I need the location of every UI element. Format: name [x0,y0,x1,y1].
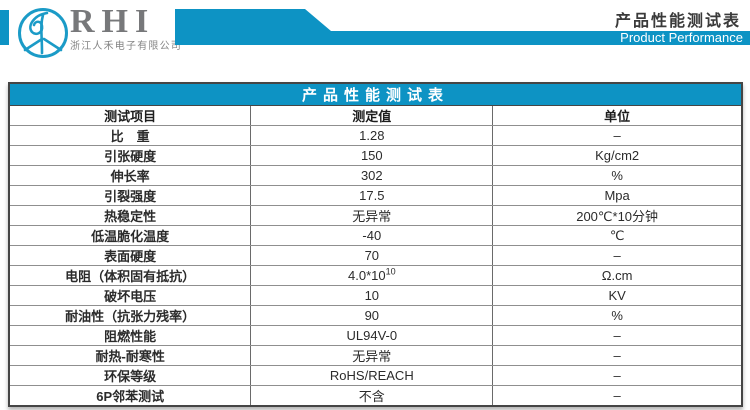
cell-measured-value: 无异常 [250,205,493,226]
page-header: RHI 浙江人禾电子有限公司 产品性能测试表 Product Performan… [0,0,750,62]
table-row: 耐油性（抗张力残率） 90% [9,305,742,326]
spec-table-container: 产品性能测试表 测试项目 测定值 单位 比 重 1.28– 引张硬度 150 Kg/cm… [8,82,743,407]
cell-unit: % [492,165,742,186]
table-row: 破坏电压 10 KV [9,285,742,306]
table-header-row: 测试项目 测定值 单位 [9,105,742,126]
brand-block: RHI 浙江人禾电子有限公司 [70,4,182,53]
table-row: 耐热-耐寒性 无异常 – [9,345,742,366]
cell-measured-value: 4.0*1010 [250,265,493,286]
table-row: 热稳定性 无异常 200℃*10分钟 [9,205,742,226]
cell-unit: – [492,325,742,346]
cell-unit: % [492,305,742,326]
cell-measured-value: 302 [250,165,493,186]
cell-measured-value: 不含 [250,385,493,406]
value-superscript: 10 [385,266,396,277]
table-row: 阻燃性能 UL94V-0– [9,325,742,346]
cell-unit: 200℃*10分钟 [492,205,742,226]
table-row: 环保等级 RoHS/REACH – [9,365,742,386]
cell-unit: ℃ [492,225,742,246]
cell-test-item: 破坏电压 [9,285,251,306]
table-body: 比 重 1.28– 引张硬度 150 Kg/cm2 伸长率 302% 引裂强度 17.5 Mpa 热… [9,125,742,406]
cell-test-item: 热稳定性 [9,205,251,226]
cell-measured-value: 70 [250,245,493,266]
cell-measured-value: 无异常 [250,345,493,366]
table-row: 表面硬度 70– [9,245,742,266]
cell-measured-value: 10 [250,285,493,306]
column-header-item: 测试项目 [9,105,251,126]
page-title-en: Product Performance [620,30,743,45]
cell-unit: – [492,125,742,146]
header-ribbon-shape [175,9,750,45]
cell-test-item: 比 重 [9,125,251,146]
table-row: 引裂强度 17.5 Mpa [9,185,742,206]
column-header-value: 测定值 [250,105,493,126]
cell-measured-value: -40 [250,225,493,246]
cell-unit: Kg/cm2 [492,145,742,166]
cell-unit: Ω.cm [492,265,742,286]
cell-measured-value: UL94V-0 [250,325,493,346]
cell-test-item: 耐油性（抗张力残率） [9,305,251,326]
cell-test-item: 低温脆化温度 [9,225,251,246]
cell-test-item: 表面硬度 [9,245,251,266]
table-row: 低温脆化温度 -40 ℃ [9,225,742,246]
cell-test-item: 耐热-耐寒性 [9,345,251,366]
header-ribbon [175,9,750,45]
cell-measured-value: RoHS/REACH [250,365,493,386]
table-row: 引张硬度 150 Kg/cm2 [9,145,742,166]
cell-unit: KV [492,285,742,306]
cell-test-item: 6P邻苯测试 [96,389,165,404]
cell-unit: Mpa [492,185,742,206]
table-title-row: 产品性能测试表 [9,83,742,106]
cell-measured-value: 150 [250,145,493,166]
left-accent-bar [0,10,9,45]
cell-unit: – [492,245,742,266]
cell-unit: – [492,365,742,386]
cell-unit: – [492,385,742,406]
company-name: 浙江人禾电子有限公司 [70,41,182,52]
cell-measured-value: 90 [250,305,493,326]
cell-test-item: 环保等级 [9,365,251,386]
spec-table: 产品性能测试表 测试项目 测定值 单位 比 重 1.28– 引张硬度 150 Kg/cm… [8,82,743,407]
cell-measured-value: 1.28 [250,125,493,146]
rhi-logo-icon [18,8,68,58]
cell-test-item: 引裂强度 [9,185,251,206]
table-row: 电阻（体积固有抵抗） 4.0*1010 Ω.cm [9,265,742,286]
table-row: 比 重 1.28– [9,125,742,146]
cell-measured-value: 17.5 [250,185,493,206]
cell-test-item: 引张硬度 [9,145,251,166]
table-title: 产品性能测试表 [9,83,742,106]
cell-test-item: 阻燃性能 [9,325,251,346]
table-row: 伸长率 302% [9,165,742,186]
table-row: 6P邻苯测试 不含 – [9,385,742,406]
brand-wordmark: RHI [70,3,156,40]
page-title-cn: 产品性能测试表 [614,13,741,30]
cell-unit: – [492,345,742,366]
column-header-unit: 单位 [492,105,742,126]
cell-test-item: 电阻（体积固有抵抗） [9,265,251,286]
cell-test-item: 伸长率 [9,165,251,186]
